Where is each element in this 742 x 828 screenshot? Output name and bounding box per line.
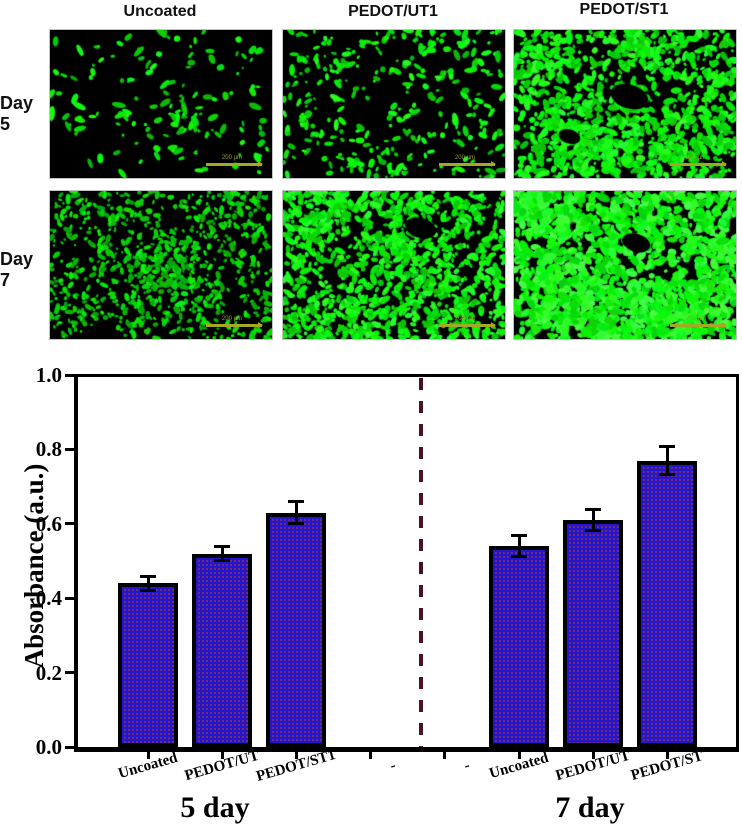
y-tick-label: 1.0 [35,363,62,387]
group-label-5day: 5 day [180,791,250,824]
error-bar-cap-top [140,574,156,578]
row-label-day7: Day 7 [0,249,34,290]
micrograph-image-day5-pedot-st1 [514,30,736,178]
x-tick [591,750,595,759]
error-bar-cap-bottom [585,529,602,533]
row-label-day5: Day 5 [0,93,34,134]
scale-bar-label: 200 µm [454,316,476,322]
x-tick [443,750,447,759]
x-tick [665,750,669,759]
micrograph-panel-day7-pedot-st1: 200 µm [513,190,737,340]
group-divider-dashed-line [419,378,423,747]
error-bar-line [146,575,150,591]
micrograph-panel-day7-uncoated: 200 µm [49,190,273,340]
x-tick [517,750,521,759]
column-header-pedot-st1: PEDOT/ST1 [579,1,669,18]
y-tick-label: 0.6 [35,511,62,536]
bar-7day-pedotst [637,460,698,747]
micrograph-panel-day7-pedot-ut1: 200 µm [282,190,506,340]
error-bar-cap-bottom [140,588,156,592]
error-bar-line [294,501,298,524]
error-bar-cap-bottom [214,559,231,562]
micrograph-image-day7-pedot-st1 [514,191,736,339]
bar-5day-pedotut [192,553,253,747]
micrograph-image-day5-uncoated [50,30,272,178]
scale-bar-label: 200 µm [685,155,707,161]
micrograph-panel-day5-pedot-ut1: 200 µm [282,29,506,179]
micrograph-panel-day5-pedot-st1: 200 µm [513,29,737,179]
bar-5day-pedotst1 [266,512,327,747]
y-tick [65,671,74,675]
x-tick [220,750,224,759]
y-tick-label: 0.2 [35,660,62,685]
scale-bar [439,161,496,167]
error-bar-line [665,445,669,476]
bar-5day-uncoated [118,583,178,747]
y-tick [65,745,74,749]
scale-bar [670,322,727,328]
scale-bar [206,161,263,167]
error-bar-cap-top [659,444,676,448]
error-bar-cap-bottom [511,555,527,559]
x-tick [294,750,298,759]
bar-7day-pedotut [563,520,624,747]
error-bar-line [517,534,521,558]
error-bar-cap-top [288,500,305,504]
y-axis-label: Absorbance (a.u.) [19,463,49,669]
error-bar-cap-bottom [659,473,676,477]
error-bar-cap-top [585,507,602,511]
x-tick [369,750,373,759]
y-tick-label: 0.0 [35,735,62,759]
bar-7day-uncoated [489,546,549,747]
scale-bar [670,161,727,167]
y-tick [65,447,74,451]
y-tick [65,373,74,377]
group-label-7day: 7 day [555,791,625,824]
scale-bar-label: 200 µm [454,155,476,161]
scale-bar-label: 200 µm [685,316,707,322]
error-bar-cap-bottom [288,521,305,525]
column-header-uncoated: Uncoated [123,3,197,20]
y-tick [65,522,74,526]
scale-bar-label: 200 µm [221,316,243,322]
x-tick [146,750,150,759]
micrograph-image-day5-pedot-ut1 [283,30,505,178]
micrograph-image-day7-uncoated [50,191,272,339]
error-bar-line [591,508,595,532]
micrograph-image-day7-pedot-ut1 [283,191,505,339]
y-tick [65,596,74,600]
scale-bar [206,322,263,328]
micrograph-panel-day5-uncoated: 200 µm [49,29,273,179]
y-tick-label: 0.4 [35,586,62,611]
plot-box [74,374,739,752]
y-tick-label: 0.8 [35,437,62,462]
column-header-pedot-ut1: PEDOT/UT1 [348,3,438,20]
error-bar-line [220,546,224,561]
error-bar-cap-top [511,533,527,537]
error-bar-cap-top [214,545,231,549]
scale-bar-label: 200 µm [221,155,243,161]
scale-bar [439,322,496,328]
